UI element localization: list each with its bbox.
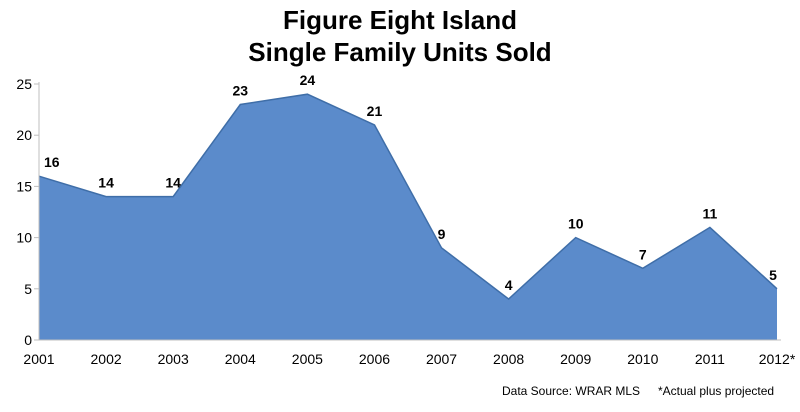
data-source-note: Data Source: WRAR MLS	[502, 384, 641, 398]
y-tick-label: 5	[24, 281, 32, 297]
x-tick-label: 2002	[91, 351, 122, 367]
data-label: 9	[438, 226, 446, 242]
data-label: 21	[367, 103, 383, 119]
area-series-fill	[39, 94, 777, 340]
x-tick-label: 2006	[359, 351, 390, 367]
data-label: 23	[232, 82, 248, 98]
data-label: 4	[505, 277, 513, 293]
chart-title: Figure Eight Island Single Family Units …	[0, 4, 800, 68]
data-label: 7	[639, 246, 647, 262]
x-tick-label: 2007	[426, 351, 457, 367]
y-tick-label: 25	[16, 76, 32, 92]
data-label: 11	[703, 205, 718, 221]
x-tick-label: 2004	[225, 351, 256, 367]
x-tick-label: 2005	[292, 351, 323, 367]
x-tick-label: 2012*	[759, 351, 796, 367]
y-tick-label: 15	[16, 178, 32, 194]
x-tick-label: 2001	[23, 351, 54, 367]
y-tick-label: 0	[24, 332, 32, 348]
data-label: 14	[165, 175, 181, 191]
data-label: 10	[568, 216, 584, 232]
chart-title-line1: Figure Eight Island	[282, 5, 517, 35]
chart-subtitle: Single Family Units Sold	[248, 37, 552, 67]
x-tick-label: 2003	[158, 351, 189, 367]
data-label: 16	[44, 154, 60, 170]
x-tick-label: 2008	[493, 351, 524, 367]
x-tick-label: 2009	[560, 351, 591, 367]
data-label: 5	[769, 267, 777, 283]
x-tick-label: 2010	[627, 351, 658, 367]
data-label: 24	[300, 72, 316, 88]
y-tick-label: 20	[16, 127, 32, 143]
x-tick-label: 2011	[695, 351, 725, 367]
data-label: 14	[98, 175, 114, 191]
y-tick-label: 10	[16, 230, 32, 246]
projection-note: *Actual plus projected	[658, 384, 775, 398]
area-series-edge	[38, 93, 778, 300]
